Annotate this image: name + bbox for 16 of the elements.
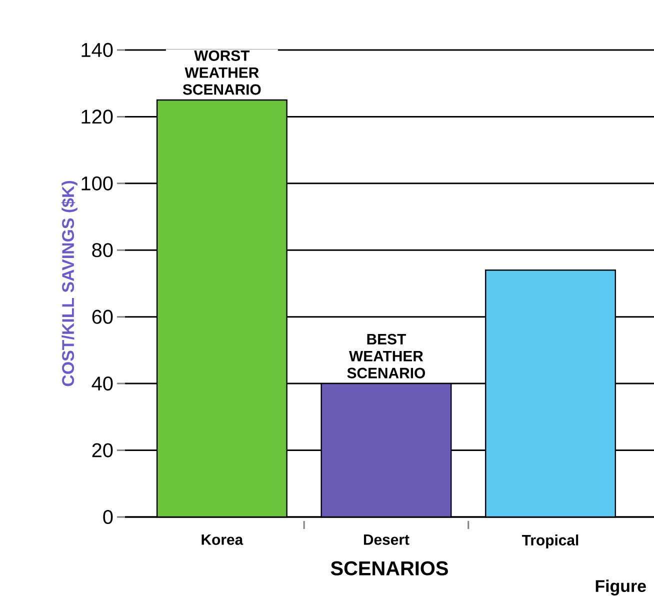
y-tick-label: 0 xyxy=(103,510,113,524)
y-tick-label: 120 xyxy=(82,110,113,124)
x-tick-label: Tropical xyxy=(522,534,578,548)
y-tick-label: 60 xyxy=(92,310,113,324)
text: Figure xyxy=(596,580,646,596)
y-tick-label: 20 xyxy=(92,443,113,458)
y-tick-label: 140 xyxy=(82,42,113,58)
x-tick-label: Korea xyxy=(202,534,244,545)
y-tick-label: 100 xyxy=(82,176,113,190)
annotation: BEST WEATHER SCENARIO xyxy=(347,334,426,378)
y-tick-label: 40 xyxy=(92,376,113,391)
y-axis-title: COST/KILL SAVINGS ($K) xyxy=(61,180,78,386)
y-tick-label: 80 xyxy=(92,243,113,258)
x-tick-label: Desert xyxy=(364,534,410,545)
x-axis-title: SCENARIOS xyxy=(330,561,448,576)
annotation: WORST WEATHER SCENARIO xyxy=(182,50,261,95)
